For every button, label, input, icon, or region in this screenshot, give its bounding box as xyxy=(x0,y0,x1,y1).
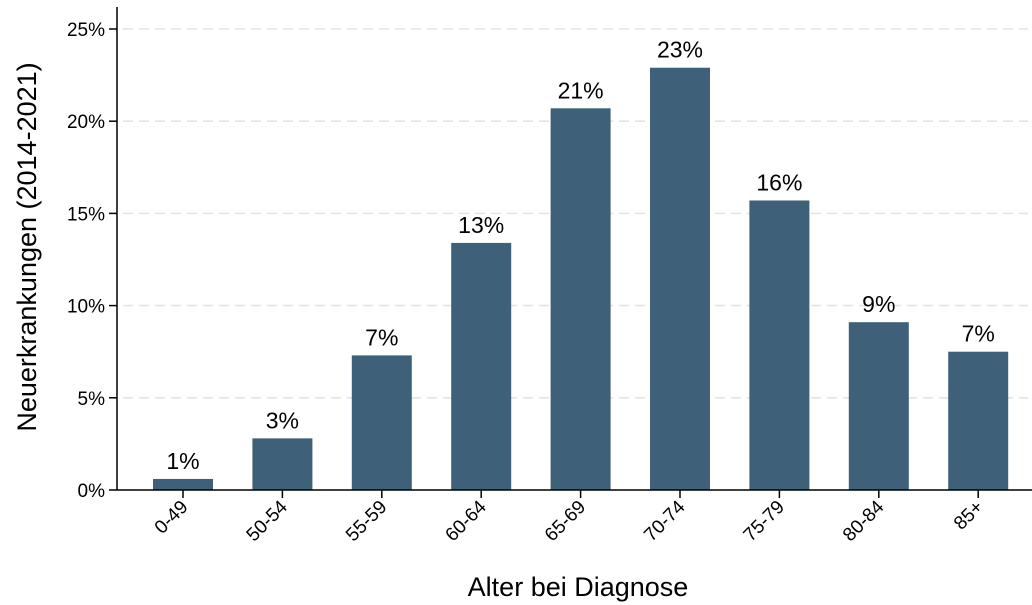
y-ticks: 0% 5% 10% 15% 20% 25% xyxy=(67,20,117,502)
bar xyxy=(848,322,909,490)
bar-value-label: 9% xyxy=(862,291,895,317)
bar xyxy=(650,67,710,490)
bar-value-label: 1% xyxy=(166,448,199,474)
bar-value-label: 7% xyxy=(962,321,995,347)
bar-value-label: 13% xyxy=(458,212,504,238)
y-tick-label: 25% xyxy=(67,20,105,41)
y-tick-label: 5% xyxy=(78,389,106,410)
x-tick-label: 75-79 xyxy=(740,497,789,546)
bar xyxy=(550,108,611,491)
bar xyxy=(451,242,512,490)
bar-value-label: 23% xyxy=(657,37,703,63)
bar-value-label: 3% xyxy=(266,407,299,433)
x-axis-title: Alter bei Diagnose xyxy=(468,572,689,602)
x-tick-label: 55-59 xyxy=(342,497,391,546)
bar-value-label: 7% xyxy=(365,324,398,350)
y-axis-title: Neuerkrankungen (2014-2021) xyxy=(12,62,42,431)
x-ticks: 0-49 50-54 55-59 60-64 65-69 70-74 75-79 80-84 8… xyxy=(151,490,988,546)
bar xyxy=(749,200,810,490)
x-tick-label: 85+ xyxy=(950,497,988,535)
data-labels: 1% 3% 7% 13% 21% 23% 16% 9% 7% xyxy=(166,37,994,474)
y-tick-label: 20% xyxy=(67,112,105,133)
x-tick-label: 70-74 xyxy=(640,496,690,546)
bar xyxy=(153,478,213,490)
bar xyxy=(351,355,412,490)
x-tick-label: 65-69 xyxy=(541,497,590,546)
x-tick-label: 50-54 xyxy=(243,496,293,546)
bar-value-label: 16% xyxy=(756,169,802,195)
y-tick-label: 0% xyxy=(78,481,106,502)
bar xyxy=(252,438,313,490)
bars xyxy=(153,67,1009,491)
bar xyxy=(948,351,1009,490)
x-tick-label: 80-84 xyxy=(839,496,889,546)
x-tick-label: 60-64 xyxy=(442,496,492,546)
y-tick-label: 10% xyxy=(67,297,105,318)
y-tick-label: 15% xyxy=(67,204,105,225)
bar-value-label: 21% xyxy=(558,77,604,103)
x-tick-label: 0-49 xyxy=(151,497,193,539)
